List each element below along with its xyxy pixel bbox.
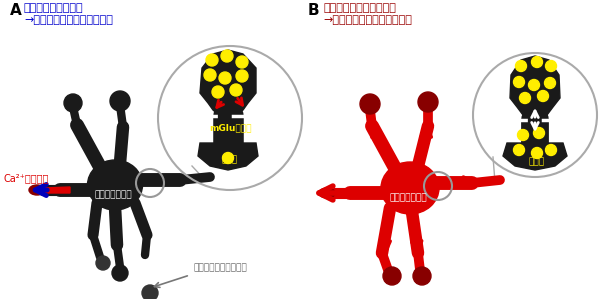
Circle shape	[529, 80, 539, 91]
Circle shape	[520, 92, 530, 103]
Text: アストロサイト: アストロサイト	[389, 193, 427, 202]
Circle shape	[206, 54, 218, 66]
Polygon shape	[41, 187, 70, 193]
Text: →全ての突起が同期する制御: →全ての突起が同期する制御	[323, 15, 412, 25]
Polygon shape	[200, 50, 256, 116]
Text: 細胞体: 細胞体	[529, 158, 545, 167]
Circle shape	[418, 92, 438, 112]
Circle shape	[110, 91, 130, 111]
Circle shape	[64, 94, 82, 112]
Circle shape	[514, 144, 524, 155]
Circle shape	[230, 84, 242, 96]
Text: 細胞体: 細胞体	[222, 155, 238, 164]
Circle shape	[532, 147, 542, 158]
Text: Ca²⁺シグナル: Ca²⁺シグナル	[3, 173, 49, 183]
Circle shape	[212, 86, 224, 98]
Circle shape	[96, 256, 110, 270]
Polygon shape	[503, 143, 567, 170]
Circle shape	[204, 69, 216, 81]
Ellipse shape	[381, 162, 439, 214]
Text: A: A	[10, 3, 22, 18]
Circle shape	[514, 77, 524, 88]
Circle shape	[517, 129, 529, 141]
Ellipse shape	[29, 185, 45, 195]
Polygon shape	[510, 56, 560, 120]
Circle shape	[223, 152, 233, 164]
Circle shape	[112, 265, 128, 281]
Polygon shape	[198, 143, 258, 170]
Circle shape	[142, 285, 158, 299]
Text: 拡散障壁が働く場合: 拡散障壁が働く場合	[24, 3, 83, 13]
Circle shape	[538, 91, 548, 101]
Ellipse shape	[319, 188, 335, 198]
Circle shape	[545, 60, 557, 71]
Circle shape	[236, 56, 248, 68]
Circle shape	[383, 267, 401, 285]
Text: B: B	[308, 3, 320, 18]
Text: 拡散障壁が破綻した場合: 拡散障壁が破綻した場合	[323, 3, 396, 13]
Circle shape	[219, 72, 231, 84]
Circle shape	[236, 70, 248, 82]
Circle shape	[221, 50, 233, 62]
Circle shape	[515, 60, 527, 71]
Circle shape	[545, 77, 556, 89]
Text: →他の突起から独立した制御: →他の突起から独立した制御	[24, 15, 113, 25]
Text: mGlu受容体: mGlu受容体	[209, 123, 251, 132]
Text: アストロサイト: アストロサイト	[94, 190, 132, 199]
Circle shape	[413, 267, 431, 285]
Ellipse shape	[88, 160, 143, 210]
Circle shape	[360, 94, 380, 114]
Text: 制御を受けるシナプス: 制御を受けるシナプス	[193, 263, 247, 272]
Circle shape	[532, 57, 542, 68]
Circle shape	[545, 144, 557, 155]
Circle shape	[533, 127, 545, 138]
